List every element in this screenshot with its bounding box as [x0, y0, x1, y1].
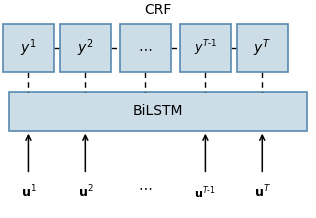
Text: $\mathbf{u}^2$: $\mathbf{u}^2$: [77, 184, 93, 201]
Bar: [60, 24, 111, 72]
Bar: [120, 24, 171, 72]
Text: $y^{T\text{-}1}$: $y^{T\text{-}1}$: [194, 38, 217, 58]
Bar: [237, 24, 288, 72]
Text: CRF: CRF: [144, 3, 172, 17]
Text: $\cdots$: $\cdots$: [138, 180, 153, 194]
Text: BiLSTM: BiLSTM: [133, 104, 183, 118]
Bar: [3, 24, 54, 72]
Text: $\mathbf{u}^{T\text{-}1}$: $\mathbf{u}^{T\text{-}1}$: [194, 184, 216, 201]
Bar: [180, 24, 231, 72]
Text: $y^2$: $y^2$: [77, 37, 94, 59]
Text: $\cdots$: $\cdots$: [138, 41, 153, 55]
Bar: [9, 92, 307, 131]
Text: $\mathbf{u}^T$: $\mathbf{u}^T$: [254, 184, 271, 201]
Text: $\mathbf{u}^1$: $\mathbf{u}^1$: [21, 184, 36, 201]
Text: $y^1$: $y^1$: [20, 37, 37, 59]
Text: $y^T$: $y^T$: [253, 37, 271, 59]
